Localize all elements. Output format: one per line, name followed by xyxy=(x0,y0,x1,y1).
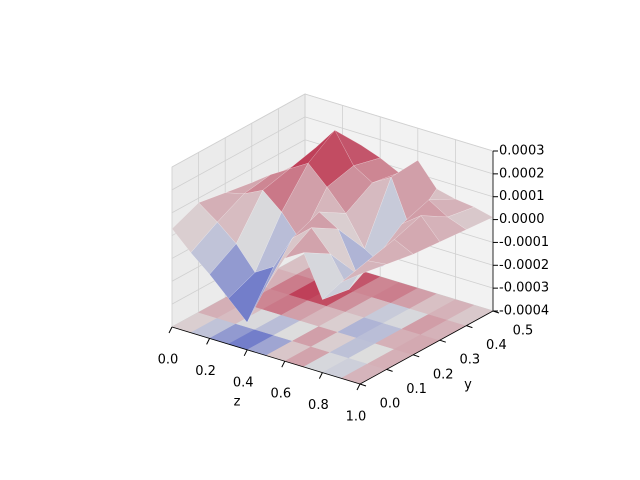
tick-mark xyxy=(356,383,361,391)
grid-line xyxy=(171,116,306,191)
z-tick-label: 0.0000 xyxy=(499,212,545,227)
x-axis-label: z xyxy=(234,395,241,410)
y-tick-label: 0.4 xyxy=(486,338,507,353)
grid-line xyxy=(304,93,494,152)
y-axis-label: y xyxy=(464,378,472,393)
tick-mark xyxy=(359,383,367,387)
tick-mark xyxy=(386,368,393,372)
surface xyxy=(171,129,494,323)
surface-patch xyxy=(394,215,441,255)
tick-mark xyxy=(168,326,173,334)
tick-mark xyxy=(318,372,323,379)
z-tick-label: -0.0004 xyxy=(499,304,549,319)
y-tick-label: 0.1 xyxy=(406,382,427,397)
tick-mark xyxy=(206,338,211,345)
grid-line xyxy=(171,93,306,168)
z-tick-label: 0.0003 xyxy=(499,144,545,159)
grid-line xyxy=(171,139,306,214)
z-tick-label: -0.0002 xyxy=(499,258,549,273)
tick-mark xyxy=(466,325,473,329)
y-tick-label: 0.0 xyxy=(380,397,401,412)
y-tick-label: 0.2 xyxy=(433,367,454,382)
tick-mark xyxy=(243,349,248,357)
axis-line xyxy=(359,310,494,385)
x-tick-label: 0.2 xyxy=(195,364,216,379)
labels: 0.0 0.2 0.4 0.6 0.8 1.0 0.0 0.1 0.2 0.3 0.4 0.5 0.00… xyxy=(158,144,550,425)
z-tick-label: -0.0001 xyxy=(499,235,549,250)
surface-patch xyxy=(341,260,388,283)
x-tick-label: 0.4 xyxy=(233,375,254,390)
axis-line xyxy=(171,326,361,385)
z-tick-label: 0.0001 xyxy=(499,189,545,204)
grid-line xyxy=(304,116,494,175)
x-tick-label: 0.6 xyxy=(270,387,291,402)
x-tick-label: 1.0 xyxy=(346,410,367,425)
tick-mark xyxy=(281,360,286,368)
tick-mark xyxy=(439,339,446,343)
y-tick-label: 0.5 xyxy=(513,324,534,339)
tick-mark xyxy=(413,354,420,358)
y-tick-label: 0.3 xyxy=(459,353,480,368)
z-tick-label: -0.0003 xyxy=(499,281,549,296)
z-tick-label: 0.0002 xyxy=(499,166,545,181)
x-tick-label: 0.0 xyxy=(158,353,179,368)
x-tick-label: 0.8 xyxy=(308,398,329,413)
